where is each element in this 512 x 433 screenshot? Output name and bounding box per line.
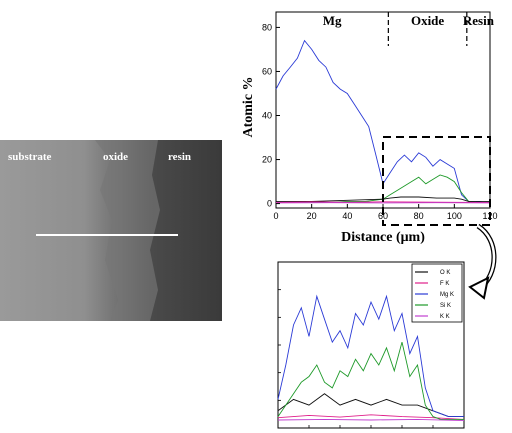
zoom-series: [277, 294, 465, 422]
legend-label-mg-k: Mg K: [440, 292, 454, 298]
zoom-series-k-k: [277, 418, 465, 422]
zoom-series-mg-k: [277, 294, 464, 418]
main-x-tick-label: 20: [307, 211, 317, 221]
label-oxide: oxide: [103, 151, 128, 163]
zoom-arrow-head: [468, 276, 490, 300]
region-label-resin: Resin: [463, 13, 495, 28]
main-x-tick-label: 100: [447, 211, 462, 221]
legend-label-f-k: F K: [440, 281, 449, 287]
zoom-ticks: [278, 289, 434, 428]
zoom-legend: [411, 263, 463, 323]
main-y-tick-label: 40: [262, 111, 272, 121]
main-plot-frame: [275, 11, 491, 209]
main-x-tick-label: 0: [273, 211, 278, 221]
main-y-tick-label: 80: [262, 22, 272, 32]
main-series-o-k: [276, 196, 490, 202]
main-x-tick-label: 80: [414, 211, 424, 221]
main-y-tick-label: 0: [267, 199, 272, 209]
main-x-tick-label: 40: [342, 211, 352, 221]
legend-label-o-k: O K: [440, 270, 450, 276]
label-resin: resin: [168, 151, 191, 163]
legend-label-k-k: K K: [440, 314, 450, 320]
zoom-series-f-k: [277, 414, 465, 420]
region-label-oxide: Oxide: [411, 13, 444, 28]
zoom-series-si-k: [277, 341, 464, 420]
zoom-chart: O K F K Mg K Si K K K: [277, 261, 465, 429]
main-y-tick-label: 20: [262, 155, 272, 165]
main-regions: Mg Oxide Resin: [323, 12, 495, 46]
main-x-tick-label: 60: [378, 211, 388, 221]
label-substrate: substrate: [8, 151, 52, 163]
legend-label-si-k: Si K: [440, 303, 451, 309]
oxide-layer: [95, 140, 160, 321]
region-label-mg: Mg: [323, 13, 342, 28]
zoom-legend-items: O K F K Mg K Si K K K: [415, 270, 454, 320]
main-y-label: Atomic %: [241, 76, 256, 137]
sem-micrograph: substrate oxide resin: [0, 140, 222, 321]
zoom-box: [382, 136, 491, 226]
main-x-label: Distance (μm): [341, 230, 425, 245]
main-y-tick-label: 60: [262, 66, 272, 76]
